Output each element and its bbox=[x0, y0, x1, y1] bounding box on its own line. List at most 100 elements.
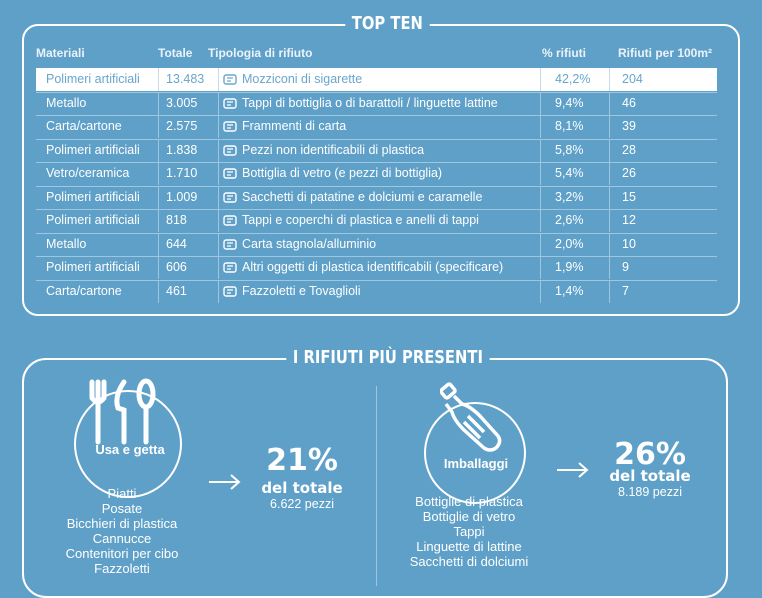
usa-e-getta-of-total: del totale bbox=[261, 479, 343, 497]
list-item: Sacchetti di dolciumi bbox=[409, 554, 529, 569]
cell-total: 1.838 bbox=[166, 142, 198, 157]
cell-type: Bottiglia di vetro (e pezzi di bottiglia… bbox=[242, 166, 443, 180]
column-separator bbox=[540, 91, 541, 115]
cell-total: 3.005 bbox=[166, 95, 198, 110]
cell-type: Sacchetti di patatine e dolciumi e caram… bbox=[242, 189, 483, 204]
cell-material: Vetro/ceramica bbox=[46, 166, 130, 180]
usa-e-getta-label: Usa e getta bbox=[95, 442, 165, 457]
cell-pct: 2,6% bbox=[555, 213, 584, 227]
cell-material: Metallo bbox=[46, 95, 87, 110]
header-totale: Totale bbox=[158, 46, 193, 60]
cell-material: Carta/cartone bbox=[46, 119, 122, 133]
cell-per100: 204 bbox=[622, 72, 643, 86]
cell-per100: 7 bbox=[622, 283, 629, 298]
cell-material: Polimeri artificiali bbox=[46, 72, 140, 86]
list-item: Fazzoletti bbox=[94, 561, 150, 576]
column-separator bbox=[218, 279, 219, 303]
arrow-right-icon bbox=[209, 474, 241, 490]
table-row: Vetro/ceramica 1.710 Bottiglia di vetro (e… bbox=[36, 162, 717, 185]
column-separator bbox=[158, 185, 159, 209]
cell-type: Frammenti di carta bbox=[242, 119, 347, 133]
column-separator bbox=[540, 115, 541, 138]
row-divider bbox=[36, 232, 717, 234]
list-item: Bottiglie di vetro bbox=[422, 509, 516, 524]
cell-material: Polimeri artificiali bbox=[46, 189, 140, 204]
column-separator bbox=[609, 185, 610, 209]
column-separator bbox=[609, 68, 610, 91]
cell-pct: 8,1% bbox=[555, 119, 584, 133]
column-separator bbox=[158, 279, 159, 303]
cell-pct: 9,4% bbox=[555, 95, 584, 110]
cell-type: Fazzoletti e Tovaglioli bbox=[242, 283, 361, 298]
column-separator bbox=[540, 162, 541, 185]
cell-per100: 26 bbox=[622, 166, 636, 180]
column-separator bbox=[540, 68, 541, 91]
cell-material: Polimeri artificiali bbox=[46, 260, 140, 274]
column-separator bbox=[158, 209, 159, 232]
cell-total: 2.575 bbox=[166, 119, 198, 133]
cell-total: 461 bbox=[166, 283, 187, 298]
column-separator bbox=[540, 232, 541, 256]
list-item: Tappi bbox=[453, 524, 485, 539]
column-separator bbox=[218, 162, 219, 185]
cell-pct: 5,8% bbox=[555, 142, 584, 157]
most-present-panel: I RIFIUTI PIÙ PRESENTI Usa e getta 21% d… bbox=[22, 347, 728, 598]
cell-type: Tappi e coperchi di plastica e anelli di… bbox=[242, 213, 479, 227]
cell-material: Carta/cartone bbox=[46, 283, 122, 298]
column-separator bbox=[609, 209, 610, 232]
foil-icon bbox=[223, 238, 237, 250]
cell-pct: 5,4% bbox=[555, 166, 584, 180]
cell-type: Carta stagnola/alluminio bbox=[242, 236, 377, 251]
imballaggi-circle bbox=[424, 402, 526, 504]
column-separator bbox=[158, 115, 159, 138]
usa-e-getta-pct: 21% bbox=[266, 443, 338, 478]
cell-per100: 39 bbox=[622, 119, 636, 133]
usa-e-getta-items: Piatti Posate Bicchieri di plastica Cannucc… bbox=[50, 486, 194, 576]
cell-type: Mozziconi di sigarette bbox=[242, 72, 363, 86]
chips-bag-icon bbox=[223, 191, 237, 203]
row-divider bbox=[36, 279, 717, 281]
row-divider bbox=[36, 138, 717, 140]
cell-total: 818 bbox=[166, 213, 187, 227]
column-separator bbox=[609, 279, 610, 303]
table-row: Metallo 644 Carta stagnola/alluminio 2,0% 10 bbox=[36, 232, 717, 256]
column-separator bbox=[218, 138, 219, 162]
column-separator bbox=[609, 232, 610, 256]
column-separator bbox=[609, 91, 610, 115]
list-item: Piatti bbox=[107, 486, 137, 501]
cell-pct: 42,2% bbox=[555, 72, 591, 86]
imballaggi-of-total: del totale bbox=[609, 467, 691, 485]
usa-e-getta-pieces: 6.622 pezzi bbox=[270, 497, 334, 511]
usa-e-getta-circle bbox=[74, 390, 182, 498]
cell-per100: 46 bbox=[622, 95, 636, 110]
plastic-bottle-icon bbox=[440, 382, 502, 452]
table-row: Metallo 3.005 Tappi di bottiglia o di bara… bbox=[36, 91, 717, 115]
header-pct: % rifiuti bbox=[542, 46, 586, 60]
imballaggi-pct: 26% bbox=[614, 437, 686, 472]
column-separator bbox=[158, 256, 159, 279]
cell-per100: 15 bbox=[622, 189, 636, 204]
table-row: Polimeri artificiali 606 Altri oggetti di … bbox=[36, 256, 717, 279]
column-separator bbox=[218, 68, 219, 91]
column-separator bbox=[218, 232, 219, 256]
column-separator bbox=[158, 68, 159, 91]
table-row: Polimeri artificiali 13.483 Mozziconi di s… bbox=[36, 68, 717, 91]
cell-type: Tappi di bottiglia o di barattoli / ling… bbox=[242, 95, 498, 110]
table-row: Polimeri artificiali 818 Tappi e coperchi … bbox=[36, 209, 717, 232]
table-row: Carta/cartone 461 Fazzoletti e Tovaglioli 1… bbox=[36, 279, 717, 303]
column-separator bbox=[218, 185, 219, 209]
cell-pct: 1,9% bbox=[555, 260, 584, 274]
paper-icon bbox=[223, 121, 237, 132]
can-icon bbox=[223, 97, 237, 109]
column-separator bbox=[218, 209, 219, 232]
table-row: Carta/cartone 2.575 Frammenti di carta 8,1%… bbox=[36, 115, 717, 138]
cap-icon bbox=[223, 215, 237, 226]
column-separator bbox=[609, 162, 610, 185]
column-separator bbox=[609, 115, 610, 138]
column-separator bbox=[540, 185, 541, 209]
section-divider bbox=[376, 386, 377, 586]
header-tipologia: Tipologia di rifiuto bbox=[208, 46, 313, 60]
column-separator bbox=[540, 256, 541, 279]
cell-total: 606 bbox=[166, 260, 187, 274]
row-divider bbox=[36, 91, 717, 93]
